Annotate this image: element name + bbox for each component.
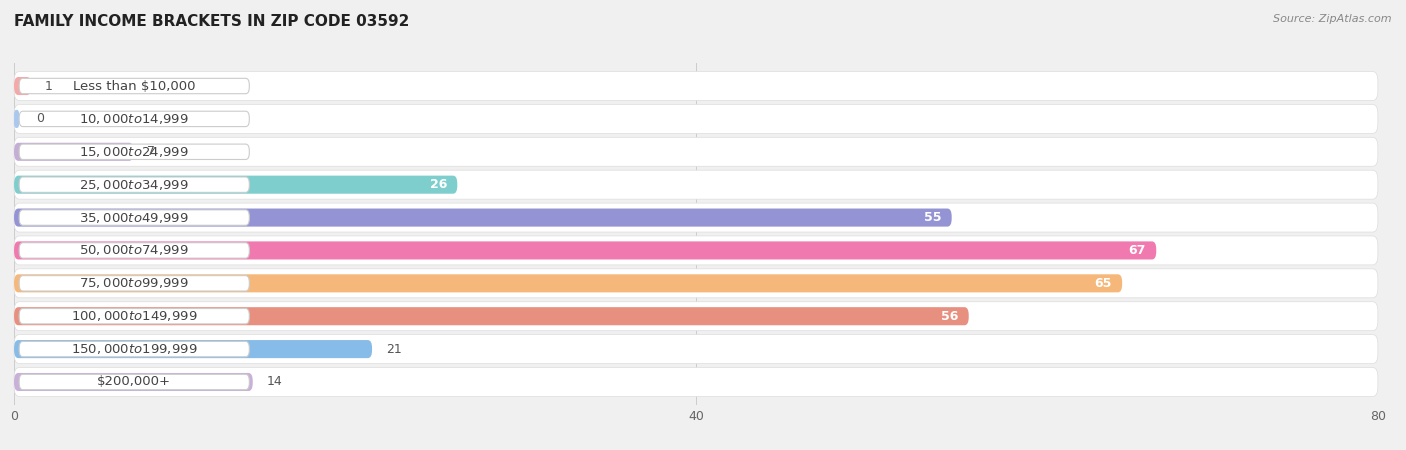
Text: 26: 26 [430,178,447,191]
FancyBboxPatch shape [14,274,1122,292]
FancyBboxPatch shape [14,170,1378,199]
Text: 1: 1 [45,80,52,93]
Text: 55: 55 [924,211,942,224]
FancyBboxPatch shape [14,143,134,161]
FancyBboxPatch shape [20,374,249,390]
Text: $200,000+: $200,000+ [97,375,172,388]
FancyBboxPatch shape [14,137,1378,166]
FancyBboxPatch shape [14,236,1378,265]
FancyBboxPatch shape [14,72,1378,100]
Text: FAMILY INCOME BRACKETS IN ZIP CODE 03592: FAMILY INCOME BRACKETS IN ZIP CODE 03592 [14,14,409,28]
FancyBboxPatch shape [20,177,249,192]
Text: $25,000 to $34,999: $25,000 to $34,999 [79,178,188,192]
Text: Less than $10,000: Less than $10,000 [73,80,195,93]
Text: Source: ZipAtlas.com: Source: ZipAtlas.com [1274,14,1392,23]
Text: 14: 14 [266,375,283,388]
FancyBboxPatch shape [20,276,249,291]
Text: $150,000 to $199,999: $150,000 to $199,999 [70,342,197,356]
FancyBboxPatch shape [14,241,1156,260]
FancyBboxPatch shape [14,302,1378,331]
FancyBboxPatch shape [20,210,249,225]
FancyBboxPatch shape [14,104,1378,133]
FancyBboxPatch shape [20,111,249,126]
Text: 21: 21 [385,342,402,356]
FancyBboxPatch shape [14,110,20,128]
FancyBboxPatch shape [14,335,1378,364]
Text: 7: 7 [148,145,155,158]
FancyBboxPatch shape [14,269,1378,298]
FancyBboxPatch shape [14,208,952,227]
FancyBboxPatch shape [20,342,249,357]
FancyBboxPatch shape [14,176,457,194]
Text: $75,000 to $99,999: $75,000 to $99,999 [79,276,188,290]
Text: 0: 0 [37,112,44,126]
FancyBboxPatch shape [20,309,249,324]
Text: $35,000 to $49,999: $35,000 to $49,999 [79,211,188,225]
Text: 56: 56 [941,310,959,323]
Text: $10,000 to $14,999: $10,000 to $14,999 [79,112,188,126]
Text: 65: 65 [1094,277,1112,290]
FancyBboxPatch shape [14,203,1378,232]
Text: $100,000 to $149,999: $100,000 to $149,999 [70,309,197,323]
FancyBboxPatch shape [14,373,253,391]
Text: 67: 67 [1129,244,1146,257]
Text: $15,000 to $24,999: $15,000 to $24,999 [79,145,188,159]
FancyBboxPatch shape [20,243,249,258]
FancyBboxPatch shape [14,77,31,95]
FancyBboxPatch shape [14,340,373,358]
FancyBboxPatch shape [14,368,1378,396]
Text: $50,000 to $74,999: $50,000 to $74,999 [79,243,188,257]
FancyBboxPatch shape [14,307,969,325]
FancyBboxPatch shape [20,144,249,159]
FancyBboxPatch shape [20,78,249,94]
